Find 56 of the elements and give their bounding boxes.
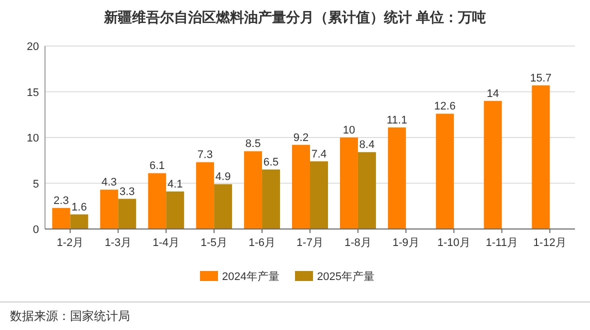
data-label: 10: [342, 124, 356, 136]
bar: [262, 170, 280, 229]
x-tick-label: 1-5月: [200, 237, 228, 249]
y-tick-label: 5: [32, 178, 39, 190]
bar: [310, 161, 328, 229]
bar: [70, 214, 88, 229]
x-tick-label: 1-12月: [533, 237, 566, 249]
bar: [436, 114, 454, 229]
x-tick-label: 1-11月: [486, 237, 518, 249]
x-tick-label: 1-8月: [344, 237, 372, 249]
bar: [214, 184, 232, 229]
x-tick-label: 1-4月: [152, 237, 180, 249]
bar: [166, 191, 184, 229]
y-tick-label: 15: [26, 86, 39, 99]
data-label: 6.1: [149, 160, 165, 172]
data-label: 3.3: [119, 186, 135, 198]
x-tick-label: 1-6月: [248, 237, 276, 249]
data-label: 12.6: [434, 100, 456, 113]
bar: [100, 190, 118, 229]
data-label: 11.1: [386, 114, 408, 126]
data-label: 8.5: [245, 138, 261, 150]
bar: [52, 208, 70, 229]
legend-label: 2024年产量: [222, 270, 280, 283]
y-tick-label: 0: [32, 224, 39, 236]
data-label: 7.4: [311, 148, 327, 160]
bar: [292, 144, 310, 229]
x-tick-label: 1-2月: [56, 237, 84, 249]
bar: [244, 151, 262, 229]
bar: [532, 85, 550, 229]
bar: [196, 162, 214, 229]
bar: [484, 100, 502, 229]
x-tick-label: 1-9月: [392, 237, 420, 249]
data-label: 14: [486, 88, 499, 100]
data-label: 4.9: [215, 171, 231, 184]
data-label: 15.7: [530, 72, 552, 84]
source-note: 数据来源：国家统计局: [10, 309, 130, 323]
x-tick-label: 1-7月: [296, 237, 324, 249]
data-label: 9.2: [293, 132, 309, 144]
bar: [148, 173, 166, 229]
x-tick-label: 1-3月: [104, 237, 132, 249]
bar: [388, 127, 406, 229]
data-label: 4.3: [102, 176, 117, 189]
data-label: 8.4: [359, 139, 375, 152]
y-tick-label: 20: [26, 41, 39, 53]
data-label: 6.5: [263, 156, 279, 169]
bar: [118, 198, 136, 229]
bar: [340, 138, 358, 229]
data-label: 2.3: [54, 194, 69, 207]
chart-title: 新疆维吾尔自治区燃料油产量分月（累计值）统计 单位：万吨: [103, 9, 486, 25]
data-label: 1.6: [72, 201, 87, 214]
data-label: 4.1: [167, 178, 183, 190]
legend-label: 2025年产量: [317, 270, 374, 283]
x-tick-label: 1-10月: [437, 237, 470, 249]
bar: [358, 152, 376, 229]
data-label: 7.3: [197, 149, 213, 162]
y-tick-label: 10: [26, 132, 39, 144]
